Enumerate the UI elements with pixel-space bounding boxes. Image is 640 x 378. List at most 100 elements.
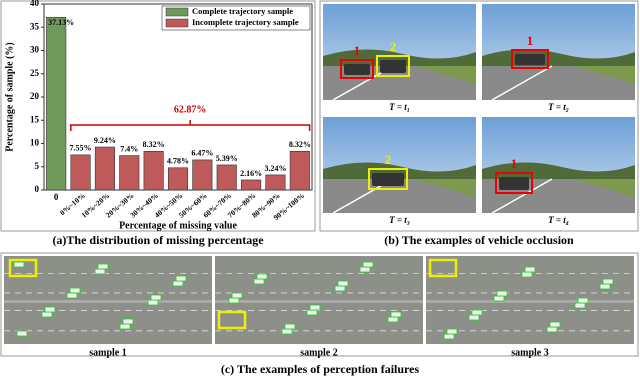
bar [265, 174, 286, 191]
photo-grass [573, 66, 635, 84]
car [515, 54, 545, 65]
vehicle [256, 273, 268, 280]
vehicle [549, 321, 561, 328]
y-tick-label: 25 [30, 68, 40, 78]
vehicle [69, 287, 81, 294]
vehicle [546, 326, 558, 333]
photo-trees [323, 162, 476, 179]
vehicle [306, 309, 318, 316]
y-tick-label: 20 [30, 91, 40, 101]
vehicle [13, 261, 25, 268]
bar [167, 167, 189, 191]
y-axis-label: Percentage of sample (%) [4, 42, 15, 152]
car [344, 64, 370, 75]
value-label: 37.13% [48, 18, 74, 27]
time-label: T = t₄ [548, 215, 569, 225]
vehicle [577, 297, 589, 304]
occlusion-marker: 1 [527, 33, 534, 48]
vehicle [94, 268, 106, 275]
bar [192, 159, 213, 191]
value-label: 7.55% [70, 144, 92, 153]
y-tick-label: 5 [35, 161, 40, 171]
car [372, 173, 404, 186]
value-label: 5.39% [216, 154, 238, 163]
vehicle [496, 290, 508, 297]
vehicle [147, 299, 159, 306]
bar [143, 151, 164, 191]
vehicle [172, 280, 184, 287]
lane-line [491, 65, 553, 101]
vehicle [97, 263, 109, 270]
time-label: T = t₁ [389, 102, 410, 112]
vehicle [599, 283, 611, 290]
bracket [70, 120, 311, 132]
value-label: 2.16% [240, 169, 262, 178]
vehicle [521, 271, 533, 278]
y-tick-label: 10 [30, 138, 40, 148]
vehicle [41, 311, 53, 318]
x-axis-label: Percentage of missing value [119, 220, 237, 231]
y-tick-label: 15 [30, 114, 40, 124]
median [426, 300, 634, 303]
bar [216, 164, 237, 191]
bar [119, 155, 140, 191]
sample-panels: sample 1 sample 2 sample 3 [4, 256, 634, 358]
vehicle [359, 266, 371, 273]
vehicle [284, 323, 296, 330]
failure-box [8, 258, 38, 278]
caption-c: (c) The examples of perception failures [221, 362, 420, 376]
detection-box [368, 168, 408, 190]
value-label: 8.32% [143, 140, 165, 149]
photo-trees [482, 162, 635, 179]
vehicle [119, 323, 131, 330]
detection-box [340, 59, 374, 79]
vehicle [334, 285, 346, 292]
vehicle [175, 275, 187, 282]
vehicle [281, 328, 293, 335]
sample-label: sample 2 [300, 347, 338, 358]
occlusion-marker: 2 [385, 152, 392, 167]
vehicle [446, 328, 458, 335]
legend-label: Incomplete trajectory sample [192, 17, 299, 27]
photo-trees [323, 49, 476, 66]
y-tick-label: 35 [30, 21, 40, 31]
caption-a: (a)The distribution of missing percentag… [52, 233, 264, 247]
legend-label: Complete trajectory sample [192, 6, 293, 16]
vehicle [387, 316, 399, 323]
vehicle [231, 292, 243, 299]
occlusion-panels: 1 2 T = t₁ 1 T = t₂ 2 T = t₃ 1 T = t₄ [323, 4, 635, 225]
vehicle [362, 261, 374, 268]
chart: 0 5 10 15 20 25 30 35 40 Percentage of sample (%)… [4, 0, 313, 231]
value-label: 6.47% [191, 149, 213, 158]
vehicle [493, 295, 505, 302]
panel-a-frame [0, 0, 316, 232]
failure-box [217, 310, 247, 330]
time-label: T = t₂ [548, 102, 569, 112]
bar [46, 17, 67, 191]
x-tick-label: 0 [54, 192, 59, 202]
vehicle [443, 333, 455, 340]
vehicle [524, 266, 536, 273]
time-label: T = t₃ [389, 215, 410, 225]
panel-c-frame [0, 252, 639, 357]
vehicle [574, 302, 586, 309]
median [4, 300, 212, 303]
y-tick-label: 0 [35, 184, 40, 194]
vehicle [602, 278, 614, 285]
caption-b: (b) The examples of vehicle occlusion [384, 233, 574, 247]
vehicle [390, 311, 402, 318]
value-label: 3.24% [264, 164, 286, 173]
vehicle [253, 278, 265, 285]
vehicle [228, 297, 240, 304]
bar [241, 179, 262, 191]
y-tick-label: 40 [30, 0, 40, 8]
y-tick-label: 30 [30, 45, 40, 55]
bar [94, 146, 115, 191]
photo-grass [414, 66, 476, 84]
vehicle [122, 318, 134, 325]
legend-swatch [165, 18, 189, 28]
vehicle [337, 280, 349, 287]
sample-label: sample 1 [89, 347, 127, 358]
